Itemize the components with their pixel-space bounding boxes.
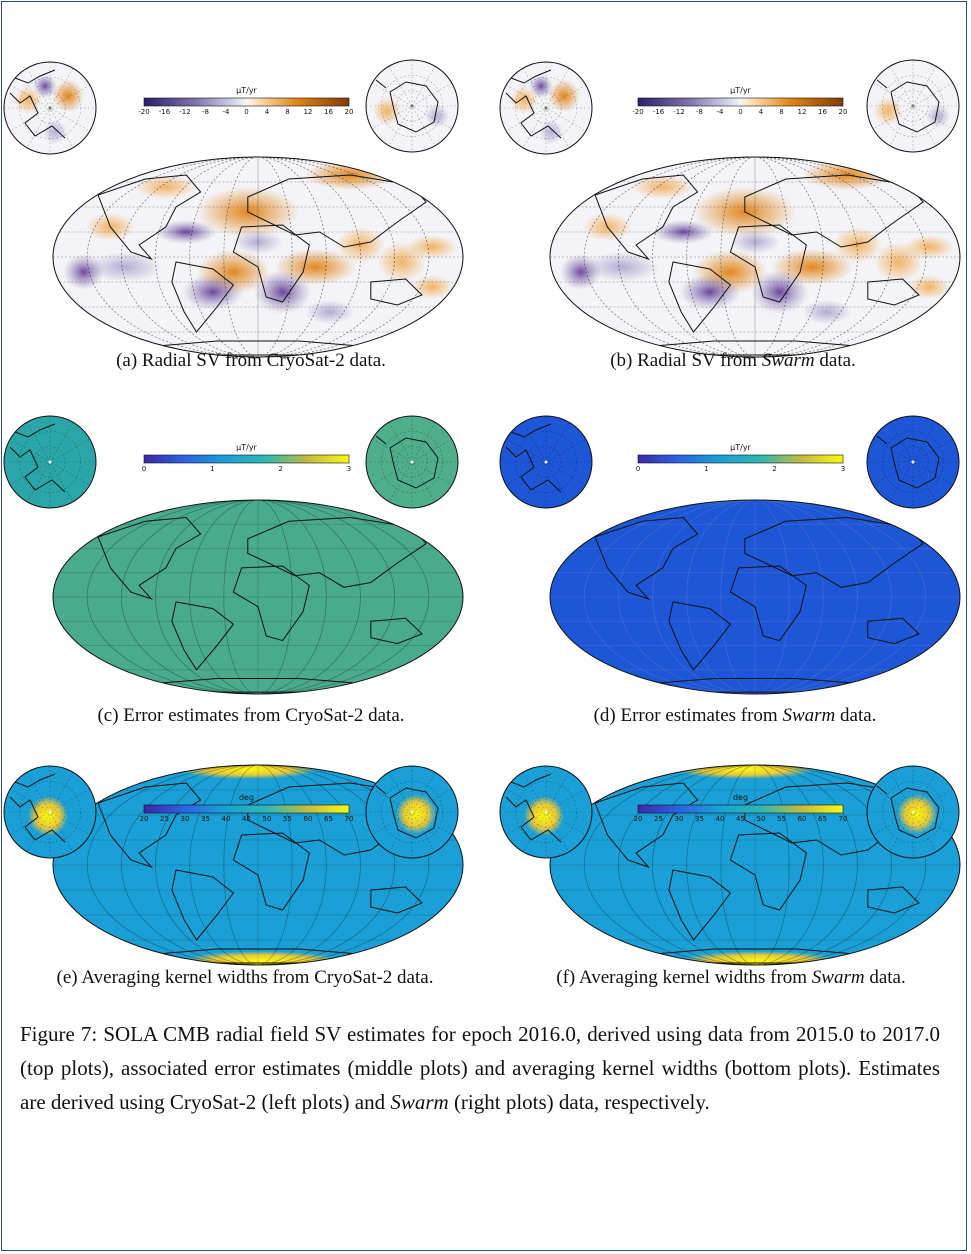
caption-a: (a) Radial SV from CryoSat-2 data.	[116, 350, 386, 371]
map-background	[53, 500, 463, 694]
map-panel-f	[549, 764, 961, 966]
colorbar-tick-label: 35	[201, 815, 210, 823]
south-pole-map	[866, 59, 960, 153]
caption-b: (b) Radial SV from Swarm data.	[610, 350, 856, 371]
caption-e: (e) Averaging kernel widths from CryoSat…	[56, 967, 434, 988]
caption-f: (f) Averaging kernel widths from Swarm d…	[556, 967, 906, 988]
colorbar	[637, 97, 844, 107]
colorbar-tick-label: 8	[285, 108, 290, 116]
colorbar-tick-label: 25	[654, 815, 663, 823]
colorbar-tick-label: 25	[160, 815, 169, 823]
colorbar-tick-label: 2	[772, 465, 777, 473]
colorbar-tick-label: 65	[324, 815, 333, 823]
colorbar-tick-label: 70	[838, 815, 848, 823]
colorbar-title: μT/yr	[236, 86, 257, 95]
map-background	[550, 765, 960, 965]
north-pole-map	[499, 61, 593, 155]
colorbar-tick-label: 20	[139, 815, 149, 823]
map-panel-a	[52, 156, 464, 358]
colorbar-tick-label: 20	[838, 108, 848, 116]
colorbar-tick-label: -20	[632, 108, 644, 116]
colorbar-tick-label: 65	[818, 815, 827, 823]
colorbar-title: deg	[732, 793, 749, 802]
colorbar-tick-label: 4	[264, 108, 270, 116]
colorbar	[143, 804, 350, 814]
colorbar-tick-label: 40	[715, 815, 725, 823]
north-pole-map	[3, 415, 97, 509]
north-pole-map	[3, 61, 97, 155]
map-panel-b	[549, 156, 961, 358]
north-pole-map	[499, 765, 593, 859]
south-pole-map	[866, 765, 960, 859]
colorbar-title: μT/yr	[730, 443, 751, 452]
colorbar-title: deg	[238, 793, 255, 802]
colorbar-tick-label: 16	[324, 108, 333, 116]
colorbar-title: μT/yr	[236, 443, 257, 452]
figure-graphics	[3, 59, 961, 966]
caption-d: (d) Error estimates from Swarm data.	[593, 705, 877, 726]
map-panel-d	[549, 499, 961, 695]
figure-caption: Figure 7: SOLA CMB radial field SV estim…	[20, 1022, 940, 1114]
colorbar-title: μT/yr	[730, 86, 751, 95]
colorbar	[143, 97, 350, 107]
colorbar	[143, 454, 350, 464]
colorbar-tick-label: 0	[738, 108, 743, 116]
colorbar-tick-label: 1	[704, 465, 709, 473]
colorbar	[637, 804, 844, 814]
colorbar-tick-label: 50	[262, 815, 272, 823]
colorbar-tick-label: 3	[840, 465, 846, 473]
south-pole-map	[365, 765, 459, 859]
colorbar-tick-label: 50	[756, 815, 766, 823]
colorbar-tick-label: -4	[222, 108, 230, 116]
colorbar-tick-label: 1	[210, 465, 215, 473]
colorbar-tick-label: 20	[344, 108, 354, 116]
colorbar-tick-label: 45	[242, 815, 251, 823]
colorbar-tick-label: 4	[758, 108, 764, 116]
colorbar-tick-label: -8	[696, 108, 703, 116]
colorbar-tick-label: -12	[673, 108, 685, 116]
caption-c: (c) Error estimates from CryoSat-2 data.	[97, 705, 405, 726]
colorbar-tick-label: 16	[818, 108, 827, 116]
colorbar-tick-label: 12	[303, 108, 313, 116]
colorbar-tick-label: 35	[695, 815, 704, 823]
colorbar-tick-label: 2	[278, 465, 283, 473]
colorbar-tick-label: 30	[180, 815, 190, 823]
colorbar-tick-label: 40	[221, 815, 231, 823]
colorbar-tick-label: 0	[635, 465, 641, 473]
south-pole-map	[365, 59, 459, 153]
colorbar-tick-label: 70	[344, 815, 354, 823]
south-pole-map	[866, 415, 960, 509]
colorbar-tick-label: -16	[652, 108, 665, 116]
map-panel-e	[52, 764, 464, 966]
colorbar-tick-label: 60	[303, 815, 313, 823]
colorbar-tick-label: 0	[141, 465, 147, 473]
map-panel-c	[52, 499, 464, 695]
south-pole-map	[365, 415, 459, 509]
colorbar-tick-label: 60	[797, 815, 807, 823]
colorbar-tick-label: -16	[158, 108, 171, 116]
colorbar-tick-label: -4	[716, 108, 724, 116]
colorbar-tick-label: 20	[633, 815, 643, 823]
colorbar-tick-label: 8	[779, 108, 784, 116]
north-pole-map	[499, 415, 593, 509]
colorbar-tick-label: -12	[179, 108, 191, 116]
map-background	[53, 765, 463, 965]
north-pole-map	[3, 765, 97, 859]
colorbar-tick-label: 0	[244, 108, 249, 116]
colorbar-tick-label: 30	[674, 815, 684, 823]
colorbar-tick-label: 55	[777, 815, 786, 823]
colorbar-tick-label: -20	[138, 108, 150, 116]
colorbar-tick-label: 45	[736, 815, 745, 823]
colorbar-tick-label: 12	[797, 108, 807, 116]
colorbar	[637, 454, 844, 464]
colorbar-tick-label: 3	[346, 465, 352, 473]
colorbar-tick-label: 55	[283, 815, 292, 823]
colorbar-tick-label: -8	[202, 108, 209, 116]
